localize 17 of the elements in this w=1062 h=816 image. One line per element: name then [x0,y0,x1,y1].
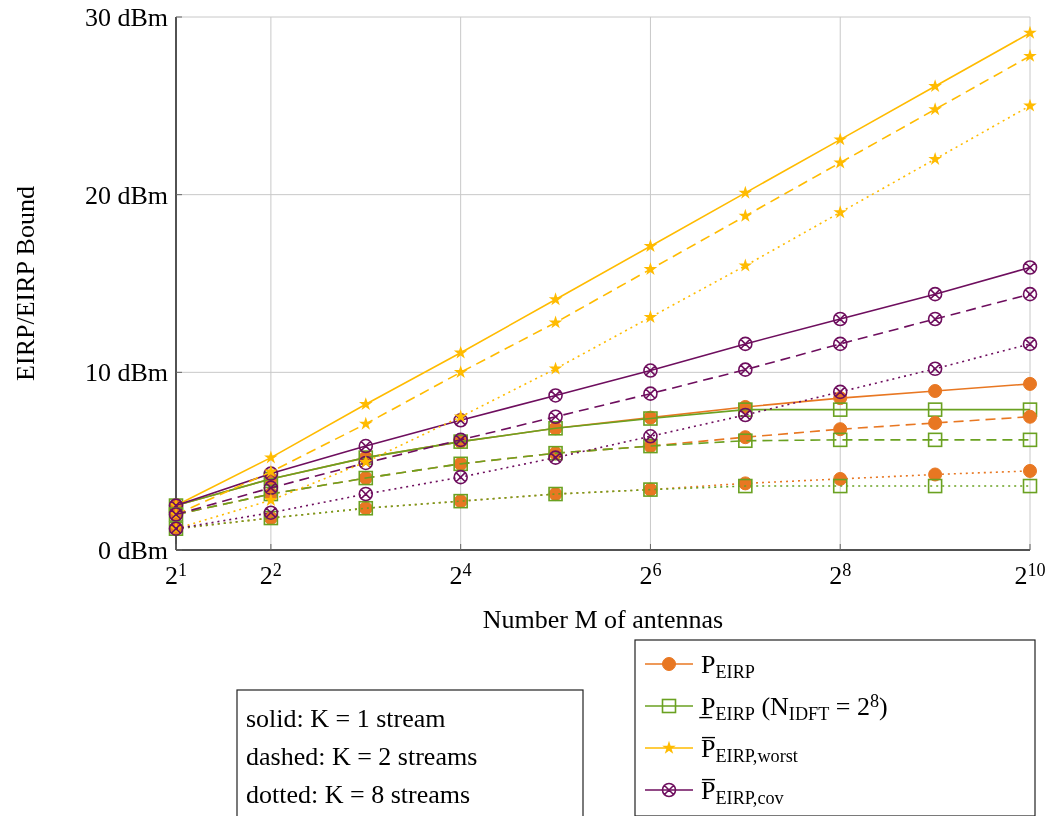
x-axis-title: Number M of antennas [482,605,724,634]
y-tick-label: 30 dBm [84,3,168,32]
x-tick-label: 2$^{10}$ [1014,559,1046,590]
legend-label: P̲$_{EIRP}$ (N$_{IDFT}$ = 2$^{8}$) [698,690,888,724]
legend-label: P̅$_{EIRP,worst}$ [701,734,798,766]
x-tick-label: 2$^{4}$ [449,559,472,590]
y-axis-title: EIRP/EIRP Bound [11,186,40,381]
legend-label: P̅$_{EIRP,cov}$ [701,776,785,808]
x-tick-label: 2$^{8}$ [829,559,852,590]
x-tick-label: 2$^{2}$ [259,559,282,590]
x-tick-label: 2$^{6}$ [639,559,662,590]
text: dotted: K = 8 streams [246,780,471,809]
text: dashed: K = 2 streams [246,742,478,771]
text: solid: K = 1 stream [246,704,446,733]
y-tick-label: 20 dBm [84,180,168,210]
legend-label: P$_{EIRP}$ [701,650,755,682]
y-tick-label: 10 dBm [84,358,168,388]
